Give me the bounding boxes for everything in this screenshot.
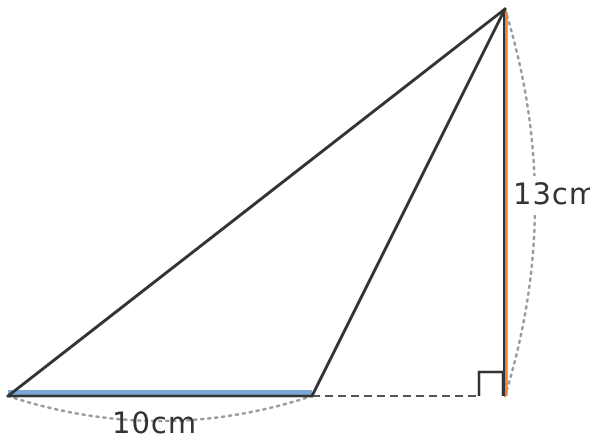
triangle-side-right (310, 7, 507, 398)
base-length-label: 10cm (112, 406, 197, 439)
height-length-label: 13cm (513, 177, 590, 211)
height-label-backing (510, 176, 588, 212)
right-angle-marker (477, 370, 505, 396)
triangle-side-left (6, 7, 507, 398)
base-dimension-arc (6, 394, 314, 423)
